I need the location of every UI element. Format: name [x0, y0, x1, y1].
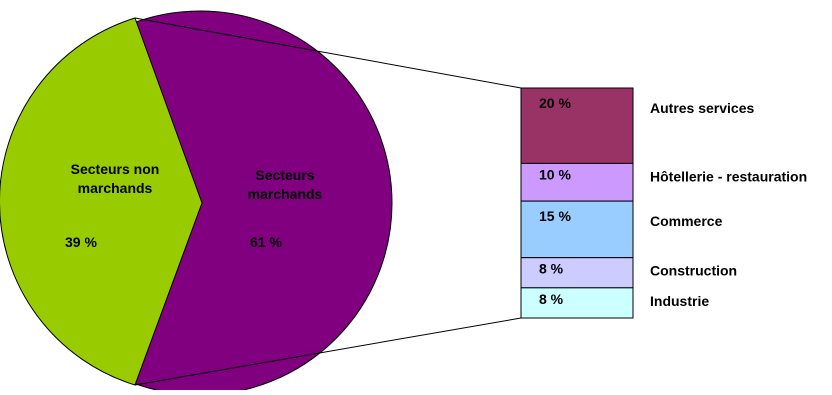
- bar-label-hotellerie-restauration: Hôtellerie - restauration: [650, 168, 807, 184]
- connector-line-top: [134, 17, 522, 89]
- pie-label-secteurs-marchands-line-1: Secteurs: [255, 167, 314, 183]
- bar-value-industrie: 8 %: [539, 291, 564, 307]
- bar-value-hotellerie-restauration: 10 %: [539, 166, 571, 182]
- pie-label-secteurs-non-marchands-line-2: marchands: [78, 180, 153, 196]
- pie-slice-secteurs-non-marchands[interactable]: [0, 17, 203, 386]
- pie-value-secteurs-marchands: 61 %: [250, 234, 282, 250]
- pie-label-secteurs-marchands-line-2: marchands: [248, 186, 323, 202]
- bar-segment-industrie[interactable]: [520, 287, 634, 319]
- bar-segment-hotellerie-restauration[interactable]: [520, 162, 634, 202]
- bar-value-commerce: 15 %: [539, 208, 571, 224]
- pie-value-secteurs-non-marchands: 39 %: [65, 234, 97, 250]
- bar-label-commerce: Commerce: [650, 213, 723, 229]
- bar-segment-autres-services[interactable]: [520, 87, 634, 164]
- bar-segment-construction[interactable]: [520, 257, 634, 289]
- connector-line-bottom: [134, 317, 522, 386]
- bar-value-autres-services: 20 %: [539, 95, 571, 111]
- bar-value-construction: 8 %: [539, 261, 564, 277]
- bar-label-autres-services: Autres services: [650, 100, 755, 116]
- bar-segment-commerce[interactable]: [520, 200, 634, 259]
- pie-label-secteurs-non-marchands-line-1: Secteurs non: [71, 161, 160, 177]
- bar-label-construction: Construction: [650, 263, 737, 279]
- bar-label-industrie: Industrie: [650, 293, 709, 309]
